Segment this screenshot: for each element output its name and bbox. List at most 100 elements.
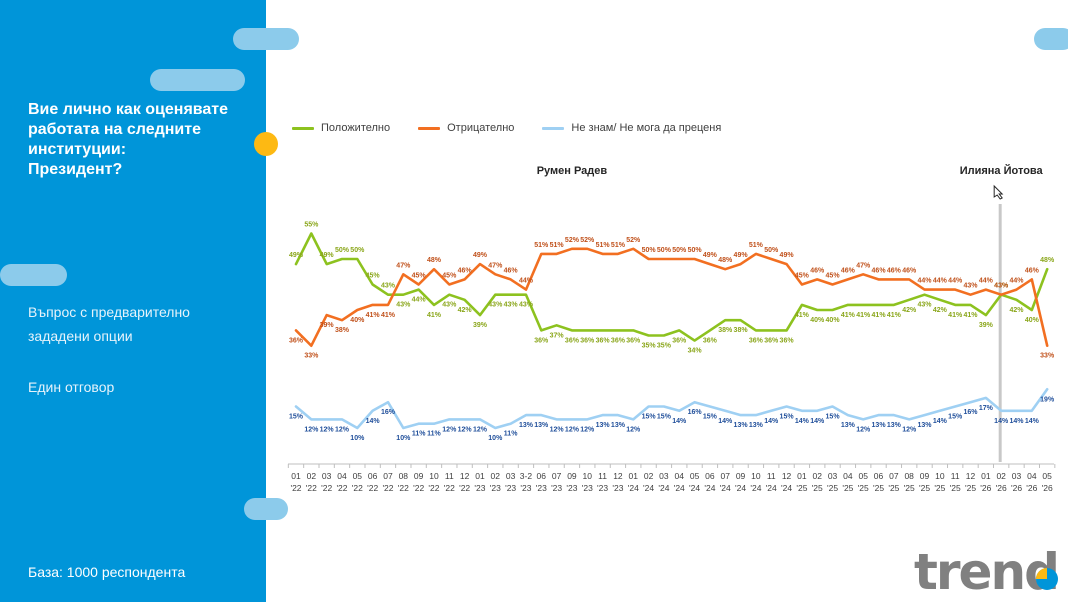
x-tick-label-month: 12 xyxy=(613,471,623,481)
data-label-dontknow: 16% xyxy=(381,409,396,416)
data-label-positive: 41% xyxy=(427,312,442,319)
data-label-negative: 36% xyxy=(289,337,304,344)
x-tick-label-year: '24 xyxy=(643,483,654,493)
data-label-negative: 46% xyxy=(458,267,473,274)
x-tick-label-month: 06 xyxy=(537,471,547,481)
series-line-negative xyxy=(294,247,1049,348)
x-tick-label-year: '22 xyxy=(413,483,424,493)
data-label-dontknow: 14% xyxy=(1010,418,1025,425)
trend-logo: trend xyxy=(914,543,1060,601)
data-label-positive: 40% xyxy=(810,317,825,324)
data-label-dontknow: 16% xyxy=(688,409,703,416)
data-label-negative: 44% xyxy=(948,278,963,285)
question-type-note: Въпрос с предварително зададени опции xyxy=(28,304,190,344)
x-tick-label-month: 07 xyxy=(552,471,562,481)
data-label-positive: 45% xyxy=(366,273,381,280)
x-tick-label-month: 03 xyxy=(322,471,332,481)
x-tick-label-year: '26 xyxy=(1042,483,1053,493)
data-label-dontknow: 13% xyxy=(519,422,534,429)
sample-base: База: 1000 респондента xyxy=(28,564,186,580)
data-label-positive: 55% xyxy=(304,222,319,229)
legend-swatch-dontknow xyxy=(542,126,565,130)
x-tick-label-month: 12 xyxy=(460,471,470,481)
data-label-negative: 52% xyxy=(580,237,595,244)
x-tick-label-year: '26 xyxy=(1026,483,1037,493)
data-label-positive: 39% xyxy=(979,322,994,329)
x-tick-label-year: '26 xyxy=(1011,483,1022,493)
x-tick-label-month: 03 xyxy=(506,471,516,481)
x-tick-label-month: 06 xyxy=(705,471,715,481)
x-tick-label-year: '25 xyxy=(796,483,807,493)
x-tick-label-month: 03 xyxy=(828,471,838,481)
data-label-negative: 41% xyxy=(366,312,381,319)
x-tick-label-year: '22 xyxy=(336,483,347,493)
x-tick-label-year: '25 xyxy=(965,483,976,493)
decor-dot xyxy=(254,132,278,156)
x-tick-label-month: 07 xyxy=(889,471,899,481)
x-tick-label-month: 01 xyxy=(629,471,639,481)
data-label-negative: 51% xyxy=(749,242,764,249)
x-tick-label-year: '22 xyxy=(321,483,332,493)
data-label-positive: 41% xyxy=(856,312,871,319)
x-tick-label-year: '25 xyxy=(950,483,961,493)
decor-pill-right xyxy=(1034,28,1068,50)
data-label-negative: 40% xyxy=(350,317,365,324)
x-tick-label-year: '25 xyxy=(919,483,930,493)
data-label-negative: 50% xyxy=(688,247,703,254)
x-tick-label-month: 04 xyxy=(675,471,685,481)
data-label-negative: 33% xyxy=(1040,353,1055,360)
x-tick-label-month: 09 xyxy=(920,471,930,481)
data-label-positive: 41% xyxy=(795,312,810,319)
x-tick-label-year: '26 xyxy=(980,483,991,493)
data-label-negative: 46% xyxy=(902,267,917,274)
data-label-negative: 46% xyxy=(1025,267,1040,274)
question-title: Вие лично как оценявате работата на след… xyxy=(28,101,229,178)
data-label-dontknow: 13% xyxy=(872,422,887,429)
data-label-positive: 44% xyxy=(412,297,427,304)
x-tick-label-month: 02 xyxy=(307,471,317,481)
trend-logo-mark-icon xyxy=(1036,568,1058,590)
data-label-positive: 35% xyxy=(657,343,672,350)
data-label-negative: 47% xyxy=(488,262,503,269)
data-label-dontknow: 10% xyxy=(396,435,411,442)
data-label-positive: 41% xyxy=(948,312,963,319)
x-tick-label-month: 10 xyxy=(751,471,761,481)
x-tick-label-month: 09 xyxy=(567,471,577,481)
data-label-negative: 45% xyxy=(795,273,810,280)
data-label-positive: 36% xyxy=(626,337,641,344)
data-label-negative: 51% xyxy=(534,242,549,249)
data-label-negative: 46% xyxy=(872,267,887,274)
data-label-negative: 43% xyxy=(964,283,979,290)
data-label-positive: 38% xyxy=(734,327,749,334)
data-label-negative: 44% xyxy=(519,278,534,285)
data-label-negative: 44% xyxy=(933,278,948,285)
data-label-dontknow: 13% xyxy=(611,422,626,429)
data-label-negative: 43% xyxy=(994,283,1009,290)
data-label-positive: 42% xyxy=(458,307,473,314)
data-label-dontknow: 14% xyxy=(718,418,733,425)
data-label-positive: 49% xyxy=(320,252,335,259)
data-label-negative: 50% xyxy=(642,247,657,254)
x-tick-label-year: '23 xyxy=(566,483,577,493)
data-label-dontknow: 12% xyxy=(304,426,319,433)
data-label-dontknow: 14% xyxy=(810,418,825,425)
data-label-positive: 36% xyxy=(749,337,764,344)
data-label-dontknow: 13% xyxy=(596,422,611,429)
data-label-dontknow: 19% xyxy=(1040,396,1055,403)
data-label-dontknow: 13% xyxy=(534,422,549,429)
chart-legend: Положително Отрицателно Не знам/ Не мога… xyxy=(292,122,721,134)
decor-pill-upper xyxy=(150,69,245,91)
x-tick-label-year: '23 xyxy=(474,483,485,493)
data-label-dontknow: 14% xyxy=(795,418,810,425)
data-label-dontknow: 12% xyxy=(473,426,488,433)
data-label-negative: 46% xyxy=(887,267,902,274)
x-tick-label-year: '23 xyxy=(536,483,547,493)
data-label-positive: 42% xyxy=(933,307,948,314)
sidebar: Вие лично как оценявате работата на след… xyxy=(0,0,266,602)
x-tick-label-month: 09 xyxy=(414,471,424,481)
x-tick-label-month: 11 xyxy=(951,471,960,481)
data-label-dontknow: 17% xyxy=(979,405,994,412)
data-label-positive: 35% xyxy=(642,343,657,350)
data-label-positive: 36% xyxy=(565,337,580,344)
x-tick-label-year: '23 xyxy=(490,483,501,493)
